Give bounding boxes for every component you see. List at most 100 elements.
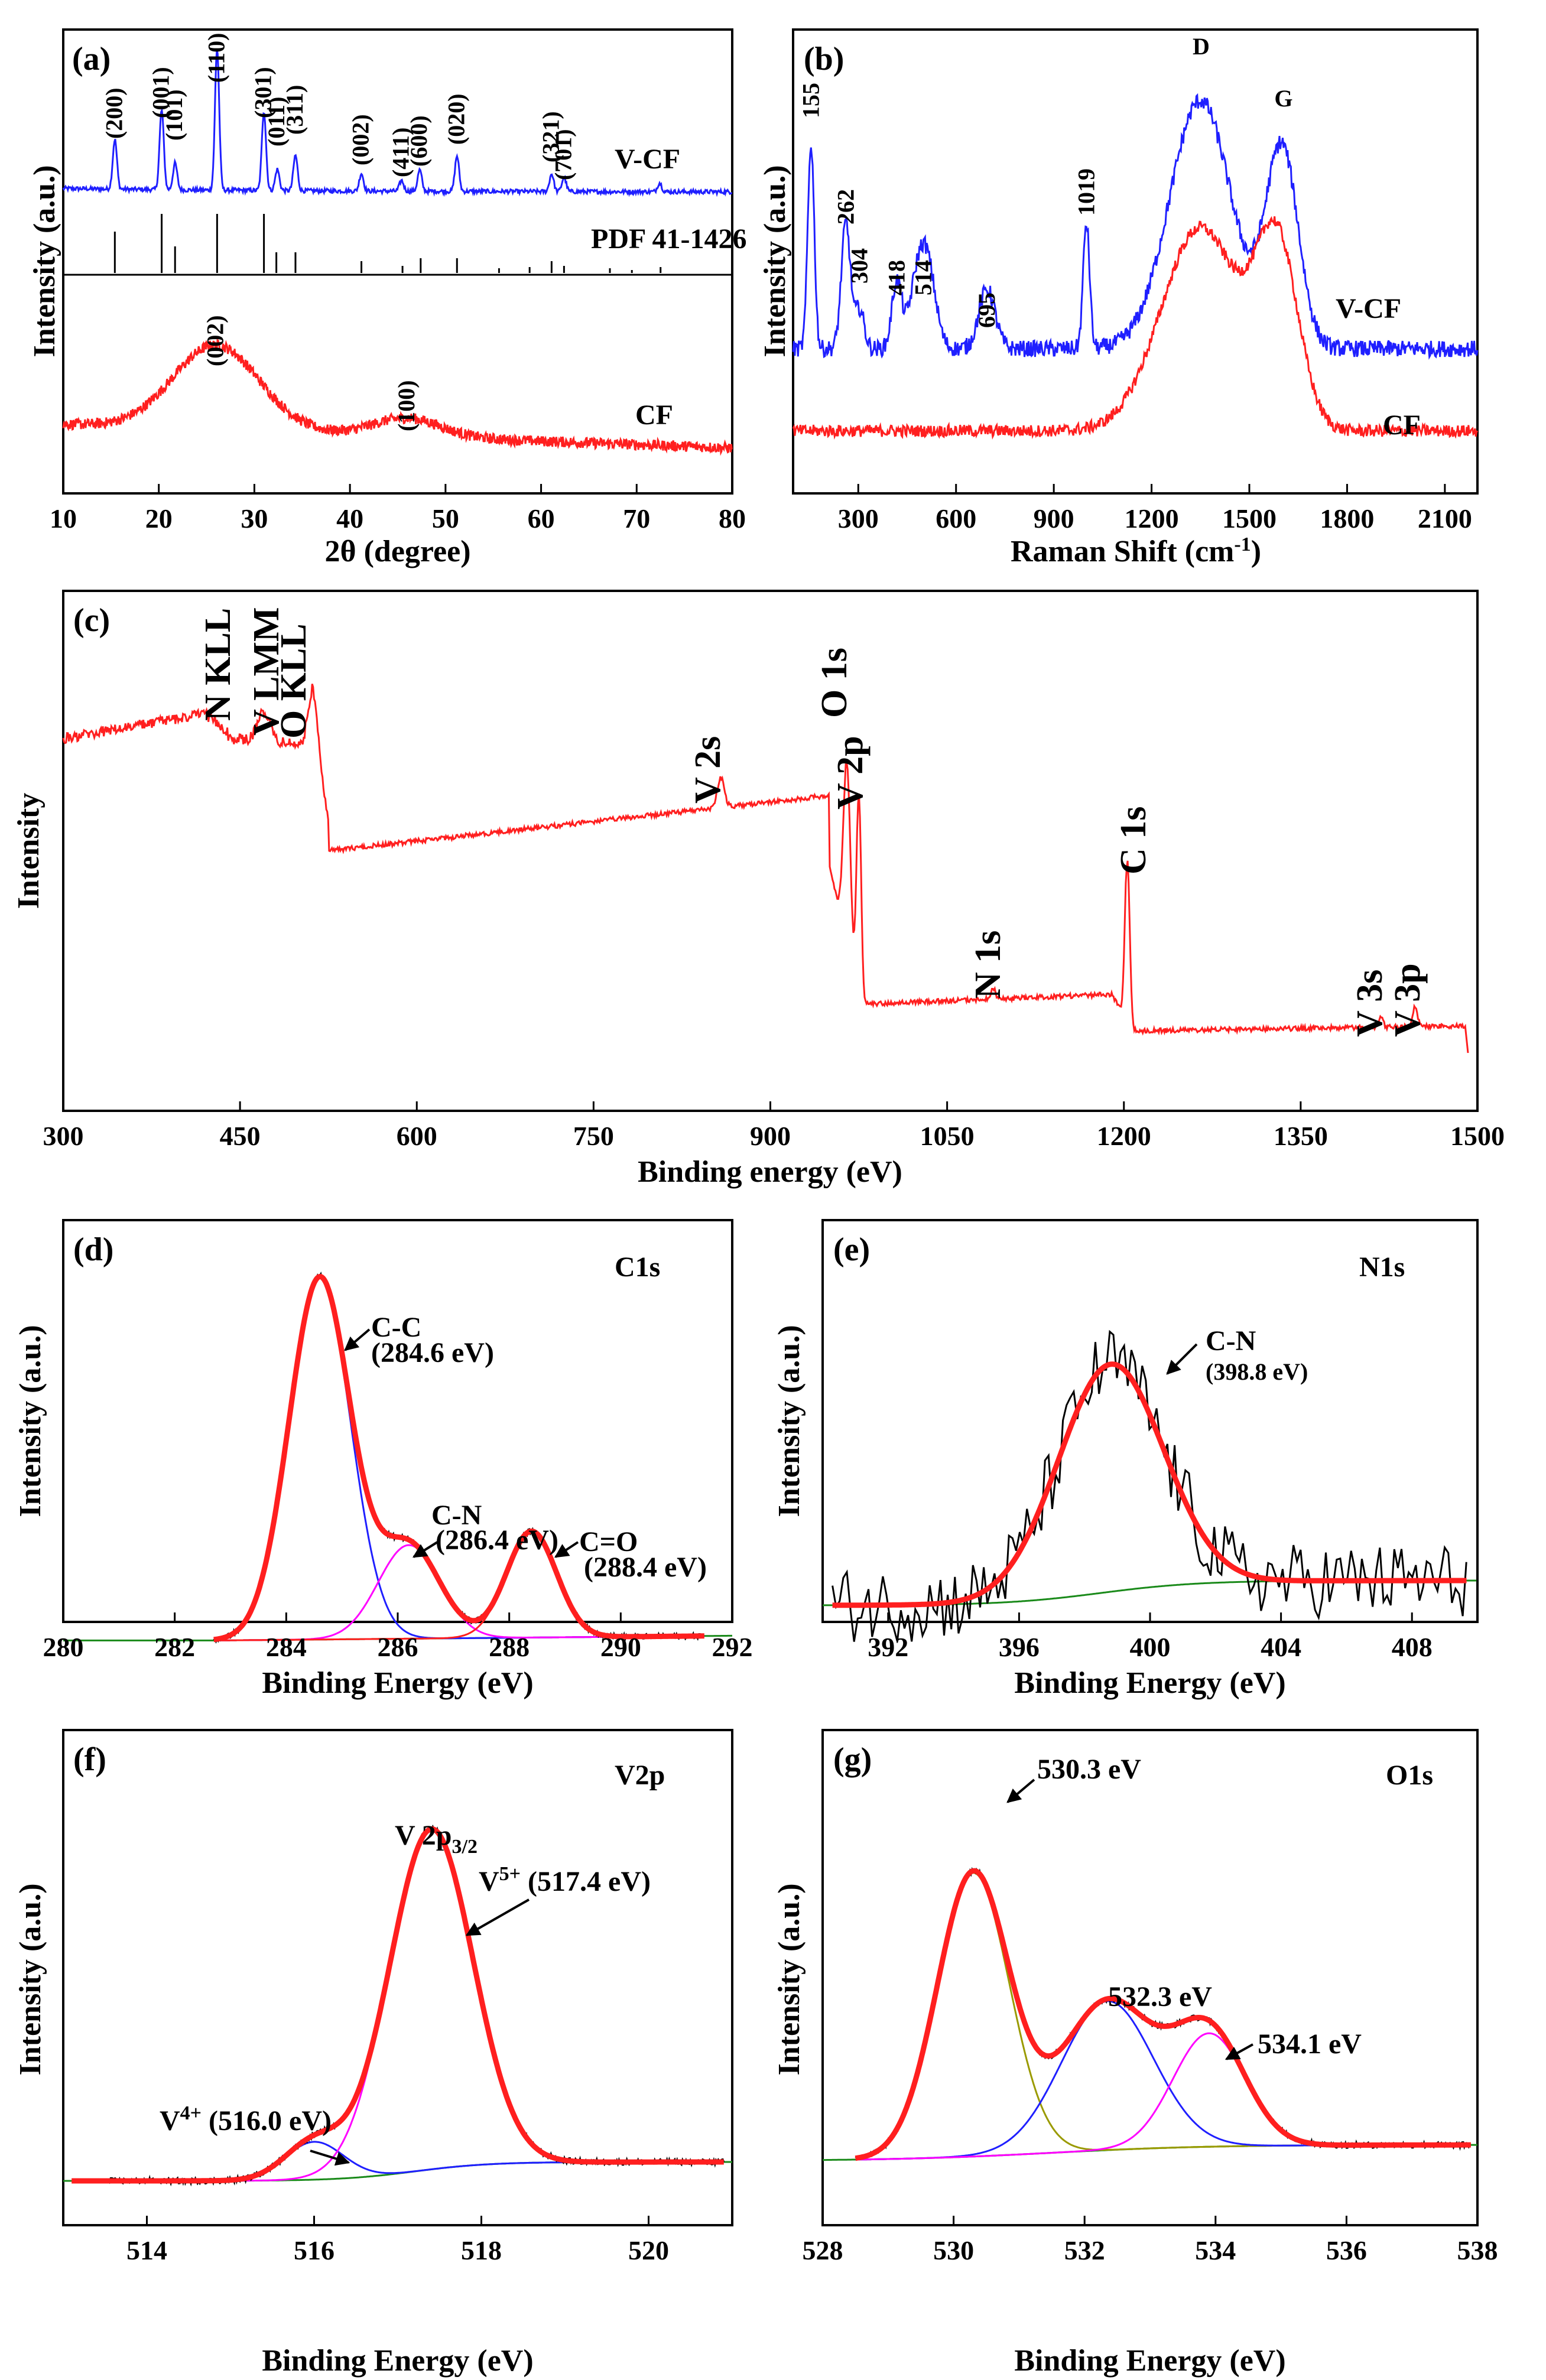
panel-b-tick-label-4: 1500 [1222,503,1277,534]
panel-e-n1s: C-N(398.8 eV) 392 396 400 404 408 (e) N1s Bi… [772,1219,1479,1700]
panel-g-anno-530: 530.3 eV [1037,1754,1141,1785]
panel-a-tick-label-6: 70 [623,503,650,534]
panel-a-pdf-label: PDF 41-1426 [591,223,747,255]
panel-e-tick-label-0: 392 [868,1632,908,1662]
panel-a-peak-label-4: (301) [250,67,277,118]
panel-a-cf-label: CF [635,399,673,431]
panel-e-arrow-cn [1166,1343,1198,1375]
panel-c-peak-label-5: V 2p [830,736,871,809]
panel-a-peak-label-1: (001) [148,67,174,118]
panel-d-anno-co-value: (288.4 eV) [584,1552,707,1583]
panel-a-label: (a) [72,41,111,77]
g-fit-envelope [855,1868,1471,2161]
f-fit-envelope [72,1826,724,2184]
panel-b-xlabel: Raman Shift (cm-1) [1011,534,1261,568]
panel-f-title: V2p [615,1760,665,1791]
panel-a-tick-label-1: 20 [145,503,173,534]
panel-a-cf-peak-label-0: (002) [202,315,229,366]
panel-a-peak-label-3: (110) [203,33,229,83]
panel-a-tick-label-5: 60 [528,503,555,534]
panel-d-title: C1s [615,1251,660,1283]
e-fit-envelope [832,1361,1467,1608]
panel-b-raman: 155 262 304 418 514 695 1019 D G 300 600 900 1200 15… [758,28,1479,568]
panel-b-peak-label-7: D [1193,33,1210,60]
panel-f-tick-label-0: 514 [126,2235,167,2265]
panel-b-peak-label-1: 262 [832,189,859,225]
panel-e-tick-label-2: 400 [1130,1632,1171,1662]
panel-d-anno-cc-value: (284.6 eV) [371,1337,494,1368]
panel-c-peak-label-2: O KLL [274,623,314,739]
panel-g-tick-label-0: 528 [803,2235,843,2265]
panel-a-peak-label-5: (011) [263,97,290,147]
panel-c-tick-label-7: 1350 [1274,1121,1328,1151]
panel-b-vcf-label: V-CF [1336,293,1401,324]
panel-a-peak-label-7: (002) [347,114,374,165]
panel-c-peak-label-7: C 1s [1113,807,1154,874]
panel-g-anno-534: 534.1 eV [1258,2028,1362,2060]
panel-g-tick-label-4: 536 [1326,2235,1367,2265]
panel-g-tick-label-2: 532 [1064,2235,1105,2265]
panel-f-peak-title-sub: 3/2 [452,1836,478,1858]
panel-b-ylabel: Intensity (a.u.) [758,165,792,357]
panel-e-tick-label-1: 396 [999,1632,1040,1662]
panel-a-peak-label-10: (020) [443,93,469,145]
panel-b-xlabel-end: ) [1251,535,1261,568]
panel-d-xlabel: Binding Energy (eV) [262,1666,533,1700]
panel-d-tick-label-1: 282 [154,1632,195,1662]
d-raw-data [213,1271,704,1644]
panel-e-xlabel: Binding Energy (eV) [1014,1666,1285,1700]
panel-a-xrd: (200) (001)(101) (110) (301)(011)(311) (002)… [28,28,747,568]
panel-g-title: O1s [1386,1760,1433,1791]
panel-b-cf-label: CF [1383,409,1421,441]
panel-g-ylabel: Intensity (a.u.) [772,1883,806,2075]
panel-d-arrow-cn [412,1541,439,1558]
panel-c-tick-label-1: 450 [220,1121,261,1151]
panel-c-peak-label-3: V 2s [688,736,728,804]
panel-b-xlabel-main: Raman Shift (cm [1011,535,1234,568]
panel-d-tick-label-2: 284 [266,1632,307,1662]
panel-a-ylabel: Intensity (a.u.) [28,165,61,357]
panel-f-arrow-v4 [310,2150,350,2166]
g-raw-data [855,1867,1471,2160]
panel-b-xlabel-sup: -1 [1234,534,1251,555]
panel-a-peak-label-0: (200) [100,87,127,139]
panel-a-xlabel: 2θ (degree) [324,535,470,568]
panel-g-label: (g) [833,1741,872,1778]
panel-b-vcf-series [792,93,1479,360]
panel-a-vcf-label: V-CF [615,144,680,175]
e-component-0 [832,1363,1467,1607]
panel-d-anno-cn-name: C-N [431,1500,482,1531]
panel-g-xlabel: Binding Energy (eV) [1014,2344,1285,2378]
panel-b-label: (b) [804,41,844,77]
panel-a-cf-peak-label-1: (100) [393,380,420,431]
panel-g-o1s: 530.3 eV 532.3 eV 534.1 eV 528 530 532 534 536… [772,1729,1498,2378]
panel-c-peak-label-8: V 3s [1350,970,1390,1037]
panel-f-tick-label-2: 518 [461,2235,502,2265]
panel-a-peak-label-9: (600) [405,115,432,167]
d-component-0 [215,1277,704,1641]
panel-a-peak-label-11: (321) [537,111,564,162]
panel-f-v2p: V5+ (517.4 eV)V4+ (516.0 eV) 514 516 518 52… [14,1729,733,2378]
panel-e-title: N1s [1359,1251,1405,1283]
panel-b-tick-label-6: 2100 [1418,503,1472,534]
panel-c-ylabel: Intensity [12,793,46,909]
panel-e-anno-cn-value: (398.8 eV) [1206,1358,1308,1385]
panel-a-tick-label-2: 30 [241,503,268,534]
panel-e-ylabel: Intensity (a.u.) [772,1325,806,1517]
panel-b-peak-label-0: 155 [797,83,824,118]
panel-d-tick-label-3: 286 [378,1632,418,1662]
panel-g-arrow-534 [1225,2043,1253,2060]
panel-d-tick-label-5: 290 [600,1632,641,1662]
panel-a-peak-label-2: (101) [161,89,187,141]
panel-d-c1s: C-C(284.6 eV)C-N(286.4 eV) C=O(288.4 eV) … [14,1219,753,1700]
panel-g-arrow-530 [1006,1779,1035,1803]
panel-b-peak-label-8: G [1274,85,1292,112]
panel-f-anno-v5-name: V [479,1866,499,1897]
panel-e-anno-cn-name: C-N [1206,1325,1256,1357]
panel-c-xlabel: Binding energy (eV) [638,1155,902,1189]
panel-b-tick-label-2: 900 [1034,503,1074,534]
panel-c-peak-label-0: N KLL [198,608,238,721]
g-component-0 [856,1872,1471,2159]
d-fit-envelope [213,1273,704,1643]
